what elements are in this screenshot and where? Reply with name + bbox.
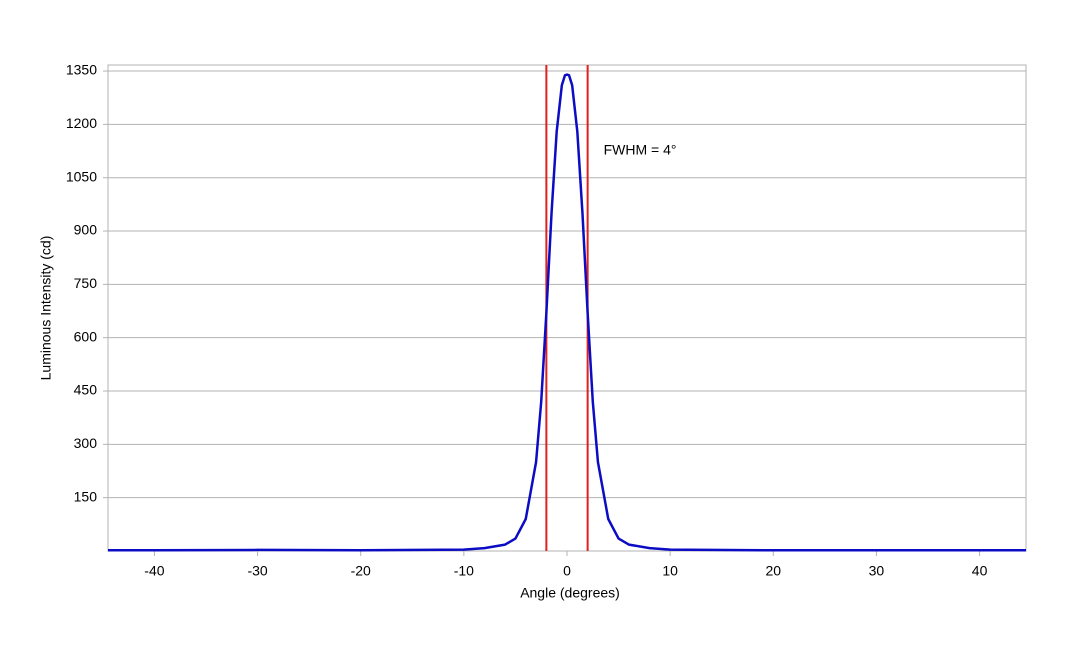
y-tick-label: 1050 — [66, 168, 97, 184]
x-axis-title: Angle (degrees) — [520, 585, 620, 601]
y-tick-label: 900 — [74, 222, 98, 238]
x-tick-label: -30 — [247, 563, 267, 579]
y-tick-label: 450 — [74, 382, 98, 398]
plot-frame — [107, 64, 1027, 552]
y-tick-label: 150 — [74, 488, 98, 504]
x-tick-label: -40 — [144, 563, 164, 579]
x-tick-label: 40 — [972, 563, 988, 579]
y-tick-label: 1200 — [66, 115, 97, 131]
x-tick-label: 0 — [563, 563, 571, 579]
x-tick-label: 30 — [869, 563, 885, 579]
y-tick-label: 1350 — [66, 62, 97, 78]
y-axis-title: Luminous Intensity (cd) — [38, 236, 54, 381]
data-line — [108, 73, 1026, 552]
x-tick-label: -10 — [454, 563, 474, 579]
y-tick-label: 750 — [74, 275, 98, 291]
annotation: FWHM = 4° — [604, 142, 677, 158]
x-tick-label: -20 — [351, 563, 371, 579]
x-tick-label: 20 — [766, 563, 782, 579]
y-tick-label: 600 — [74, 328, 98, 344]
y-tick-label: 300 — [74, 435, 98, 451]
x-tick-label: 10 — [662, 563, 678, 579]
